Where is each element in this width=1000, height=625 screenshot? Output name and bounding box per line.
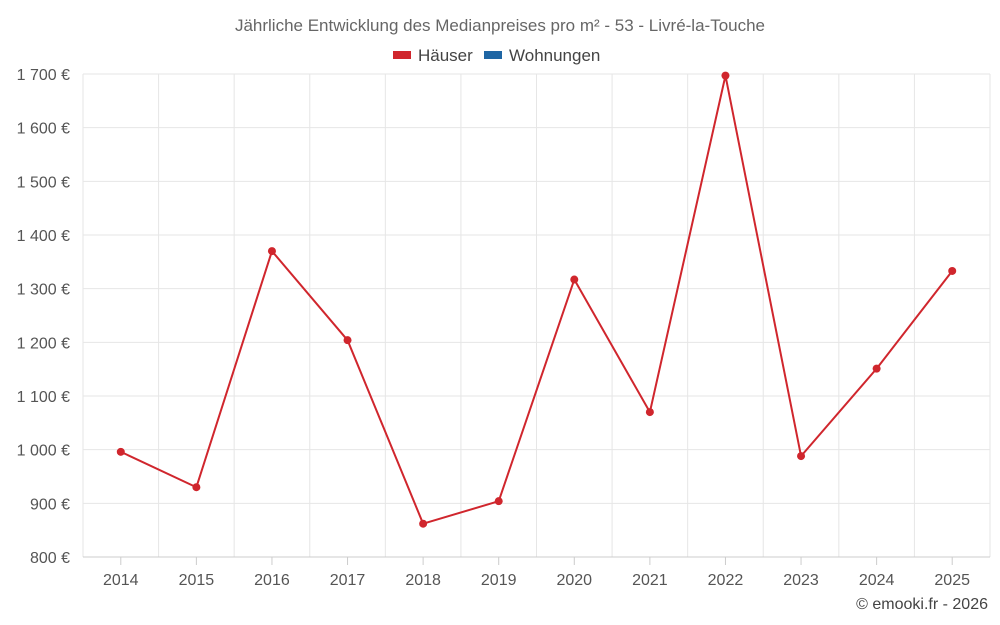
y-tick-label: 1 400 € <box>17 228 70 245</box>
y-tick-label: 900 € <box>30 496 70 513</box>
x-tick-label: 2022 <box>708 572 744 589</box>
y-tick-label: 1 200 € <box>17 335 70 352</box>
x-tick-label: 2025 <box>934 572 970 589</box>
legend-swatch-haeuser <box>393 51 411 59</box>
y-tick-label: 1 100 € <box>17 389 70 406</box>
data-point[interactable] <box>570 275 579 284</box>
y-tick-label: 1 500 € <box>17 174 70 191</box>
data-point[interactable] <box>721 71 730 80</box>
legend-label-haeuser[interactable]: Häuser <box>418 46 473 65</box>
legend-label-wohnungen[interactable]: Wohnungen <box>509 46 600 65</box>
y-tick-label: 800 € <box>30 550 70 567</box>
axes: 800 € 900 € 1 000 € 1 100 € 1 200 € 1 300 € 1 … <box>17 67 990 589</box>
data-point[interactable] <box>797 452 806 461</box>
chart-title: Jährliche Entwicklung des Medianpreises … <box>235 16 765 35</box>
x-tick-label: 2017 <box>330 572 366 589</box>
x-tick-label: 2023 <box>783 572 819 589</box>
legend: Häuser Wohnungen <box>393 46 600 65</box>
legend-swatch-wohnungen <box>484 51 502 59</box>
data-point[interactable] <box>343 336 352 345</box>
y-tick-label: 1 300 € <box>17 282 70 299</box>
data-point[interactable] <box>267 247 276 256</box>
x-tick-label: 2020 <box>556 572 592 589</box>
x-tick-label: 2024 <box>859 572 895 589</box>
data-point[interactable] <box>948 266 957 275</box>
y-tick-label: 1 600 € <box>17 121 70 138</box>
series-haeuser <box>116 71 957 528</box>
x-tick-label: 2018 <box>405 572 441 589</box>
credit: © emooki.fr - 2026 <box>856 596 988 613</box>
x-tick-label: 2021 <box>632 572 668 589</box>
series-line <box>120 74 953 525</box>
data-point[interactable] <box>645 408 654 417</box>
data-point[interactable] <box>872 364 881 373</box>
x-tick-label: 2019 <box>481 572 517 589</box>
y-tick-label: 1 700 € <box>17 67 70 84</box>
x-tick-label: 2016 <box>254 572 290 589</box>
grid <box>82 73 991 557</box>
data-point[interactable] <box>116 447 125 456</box>
data-point[interactable] <box>192 483 201 492</box>
data-point[interactable] <box>494 497 503 506</box>
data-point[interactable] <box>419 519 428 528</box>
y-tick-label: 1 000 € <box>17 443 70 460</box>
x-tick-label: 2014 <box>103 572 139 589</box>
x-tick-label: 2015 <box>179 572 215 589</box>
